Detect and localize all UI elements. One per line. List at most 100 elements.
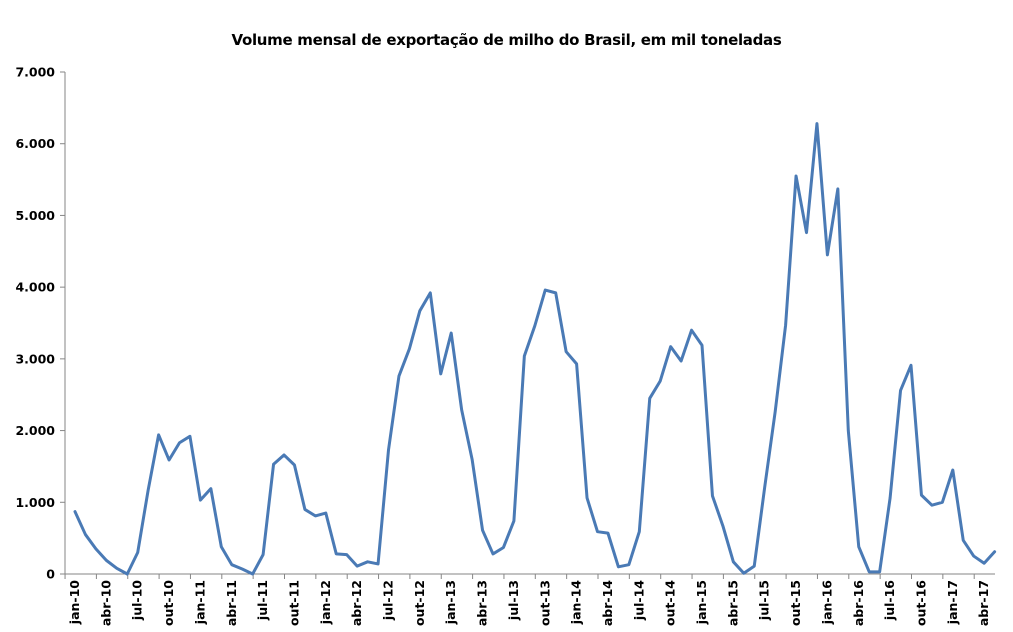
x-tick-label: jul-16 (882, 580, 897, 621)
data-point (815, 122, 818, 125)
series-line (73, 122, 997, 576)
data-point (220, 545, 223, 548)
data-point (565, 350, 568, 353)
data-point (303, 508, 306, 511)
data-point (272, 463, 275, 466)
y-tick-label: 7.000 (15, 65, 55, 80)
x-tick-label: abr-16 (851, 580, 866, 626)
data-point (533, 324, 536, 327)
x-tick-label: jul-15 (757, 580, 772, 621)
data-point (836, 187, 839, 190)
data-point (199, 499, 202, 502)
data-point (209, 487, 212, 490)
x-tick-label: abr-13 (475, 580, 490, 626)
data-point (941, 501, 944, 504)
x-tick-label: jul-14 (631, 580, 646, 621)
data-point (910, 364, 913, 367)
data-point (951, 469, 954, 472)
data-point (648, 397, 651, 400)
data-point (450, 332, 453, 335)
series-group (73, 122, 997, 576)
x-tick-label: jan-15 (694, 580, 709, 625)
x-tick-label: out-11 (286, 580, 301, 626)
data-point (105, 559, 108, 562)
data-point (701, 344, 704, 347)
data-point (366, 560, 369, 563)
data-point (930, 504, 933, 507)
data-point (418, 309, 421, 312)
data-point (502, 546, 505, 549)
data-point (690, 329, 693, 332)
data-point (544, 289, 547, 292)
x-tick-label: jan-13 (443, 580, 458, 625)
data-point (126, 573, 129, 576)
data-point (136, 551, 139, 554)
data-point (324, 512, 327, 515)
chart-title: Volume mensal de exportação de milho do … (231, 31, 782, 49)
data-point (753, 565, 756, 568)
x-tick-label: jan-16 (819, 580, 834, 626)
data-point (742, 572, 745, 575)
data-point (345, 553, 348, 556)
data-point (230, 563, 233, 566)
data-point (638, 530, 641, 533)
data-point (178, 441, 181, 444)
data-point (805, 231, 808, 234)
x-tick-label: jul-11 (255, 580, 270, 621)
data-point (251, 573, 254, 576)
data-point (899, 389, 902, 392)
data-point (387, 448, 390, 451)
x-tick-label: out-16 (913, 580, 928, 626)
x-tick-label: abr-10 (98, 580, 113, 626)
data-point (157, 433, 160, 436)
y-tick-label: 0 (46, 567, 55, 582)
data-point (314, 514, 317, 517)
x-tick-label: out-12 (412, 580, 427, 626)
y-axis: 0 1.000 2.000 3.000 4.000 5.000 6.000 7.000 (15, 65, 66, 582)
x-tick-label: jan-17 (945, 580, 960, 625)
data-point (84, 533, 87, 536)
x-tick-label: jan-11 (192, 580, 207, 625)
x-axis: jan-10 abr-10 jul-10 out-10 jan-11 abr-11 jul-… (64, 573, 995, 626)
data-point (596, 530, 599, 533)
data-point (481, 529, 484, 532)
x-tick-label: jan-10 (67, 580, 82, 626)
data-point (147, 489, 150, 492)
data-point (972, 555, 975, 558)
data-point (523, 354, 526, 357)
data-point (115, 567, 118, 570)
x-tick-label: jul-10 (130, 580, 145, 621)
data-point (94, 547, 97, 550)
x-tick-label: out-14 (663, 580, 678, 626)
data-point (168, 458, 171, 461)
data-point (868, 570, 871, 573)
data-point (711, 494, 714, 497)
data-point (659, 380, 662, 383)
data-point (721, 524, 724, 527)
data-point (74, 510, 77, 513)
data-point (606, 532, 609, 535)
data-point (617, 565, 620, 568)
data-point (889, 496, 892, 499)
data-point (878, 570, 881, 573)
y-tick-label: 5.000 (15, 208, 55, 223)
data-point (826, 253, 829, 256)
x-tick-label: abr-12 (349, 580, 364, 626)
data-point (262, 553, 265, 556)
data-point (983, 562, 986, 565)
data-point (857, 545, 860, 548)
y-tick-label: 2.000 (15, 423, 55, 438)
x-tick-label: jul-12 (381, 580, 396, 621)
x-tick-label: jan-14 (569, 580, 584, 626)
data-point (554, 291, 557, 294)
data-point (439, 372, 442, 375)
data-point (188, 435, 191, 438)
data-point (512, 519, 515, 522)
data-point (680, 360, 683, 363)
data-point (847, 429, 850, 432)
data-point (377, 562, 380, 565)
data-point (283, 453, 286, 456)
data-point (763, 486, 766, 489)
data-point (460, 408, 463, 411)
